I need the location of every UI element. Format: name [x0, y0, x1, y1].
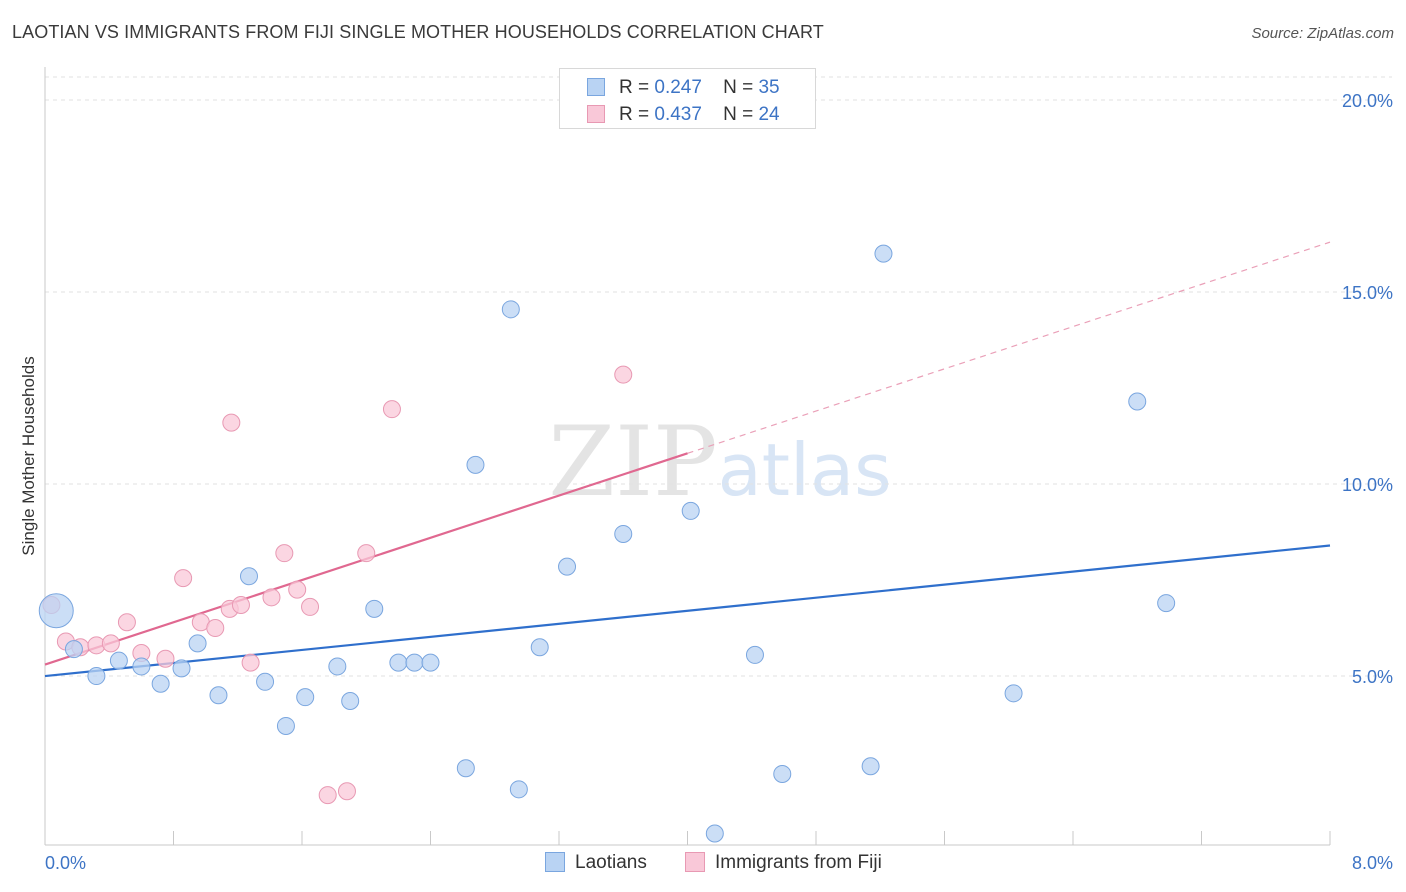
y-tick-label: 5.0%: [1352, 667, 1393, 687]
r-label: R =: [619, 104, 650, 125]
fiji-point: [275, 544, 294, 563]
laotians-point: [109, 651, 128, 670]
r-value: 0.437: [654, 104, 702, 125]
fiji-point: [288, 580, 307, 599]
fiji-point: [357, 544, 376, 563]
correlation-legend: R = 0.247 N = 35 R = 0.437 N = 24: [559, 68, 816, 129]
pink-swatch: [587, 105, 605, 123]
laotians-point: [1128, 392, 1147, 411]
blue-swatch: [545, 852, 565, 872]
laotians-point: [64, 640, 83, 659]
source-label: Source: ZipAtlas.com: [1251, 25, 1394, 42]
laotians-point: [509, 780, 528, 799]
laotians-point: [558, 557, 577, 576]
laotians-point: [614, 524, 633, 543]
laotians-point: [172, 659, 191, 678]
legend-item-laotians: Laotians: [545, 852, 647, 874]
n-value: 35: [758, 77, 780, 98]
laotians-point: [188, 634, 207, 653]
fiji-point: [301, 597, 320, 616]
y-tick-label: 15.0%: [1342, 283, 1393, 303]
legend-row-fiji: R = 0.437 N = 24: [587, 104, 780, 126]
laotians-point: [861, 757, 880, 776]
x-tick-label: 8.0%: [1352, 853, 1393, 873]
fiji-point: [117, 613, 136, 632]
laotians-point: [530, 638, 549, 657]
laotians-point: [773, 764, 792, 783]
n-label: N =: [723, 77, 754, 98]
fiji-point: [337, 782, 356, 801]
laotians-point: [132, 657, 151, 676]
y-tick-label: 20.0%: [1342, 91, 1393, 111]
laotians-point: [456, 759, 475, 778]
laotians-point: [87, 667, 106, 686]
x-tick-label: 0.0%: [45, 853, 86, 873]
laotians-point: [276, 716, 295, 735]
laotians-point: [151, 674, 170, 693]
watermark: ZIPatlas: [548, 406, 891, 518]
fiji-point: [174, 569, 193, 588]
legend-item-fiji: Immigrants from Fiji: [685, 852, 882, 874]
laotians-point: [1157, 594, 1176, 613]
n-label: N =: [723, 104, 754, 125]
fiji-point: [222, 413, 241, 432]
blue-swatch: [587, 78, 605, 96]
y-tick-label: 10.0%: [1342, 475, 1393, 495]
laotians-point: [705, 824, 724, 843]
fiji-point: [241, 653, 260, 672]
r-label: R =: [619, 77, 650, 98]
fiji-point: [614, 365, 633, 384]
legend-label: Laotians: [575, 852, 647, 873]
fiji-point: [231, 596, 250, 614]
grid: [45, 76, 1392, 677]
fiji-point: [262, 588, 281, 607]
chart-title: LAOTIAN VS IMMIGRANTS FROM FIJI SINGLE M…: [12, 22, 824, 42]
laotians-point: [745, 645, 764, 664]
laotians-point: [256, 672, 275, 691]
legend-row-laotians: R = 0.247 N = 35: [587, 77, 780, 99]
laotians-point: [874, 244, 893, 263]
pink-swatch: [685, 852, 705, 872]
laotians-point: [38, 593, 74, 629]
tick-labels: 5.0% 10.0% 15.0% 20.0% 0.0% 8.0% Single Mother…: [19, 91, 1393, 873]
axes: [44, 67, 1331, 846]
laotians-point: [365, 599, 384, 618]
fiji-point: [318, 786, 337, 805]
data-points: [38, 244, 1176, 843]
laotians-point: [405, 653, 424, 672]
laotians-point: [681, 501, 700, 520]
laotians-point: [209, 686, 228, 705]
laotians-point: [1004, 684, 1023, 703]
trend-line-laotians: [44, 544, 1331, 678]
n-value: 24: [758, 104, 780, 125]
fiji-point: [101, 634, 120, 653]
fiji-point: [382, 400, 401, 419]
legend-label: Immigrants from Fiji: [715, 852, 882, 873]
laotians-point: [341, 692, 360, 710]
r-value: 0.247: [654, 77, 702, 98]
laotians-point: [501, 300, 520, 319]
laotians-point: [296, 688, 315, 707]
trend-line-fiji-extension: [687, 241, 1331, 454]
laotians-point: [239, 567, 258, 586]
laotians-point: [328, 657, 347, 676]
y-axis-title: Single Mother Households: [19, 356, 38, 555]
fiji-point: [206, 619, 225, 638]
fiji-point: [156, 649, 175, 668]
laotians-point: [466, 455, 485, 474]
laotians-point: [421, 653, 440, 672]
laotians-point: [389, 653, 408, 672]
